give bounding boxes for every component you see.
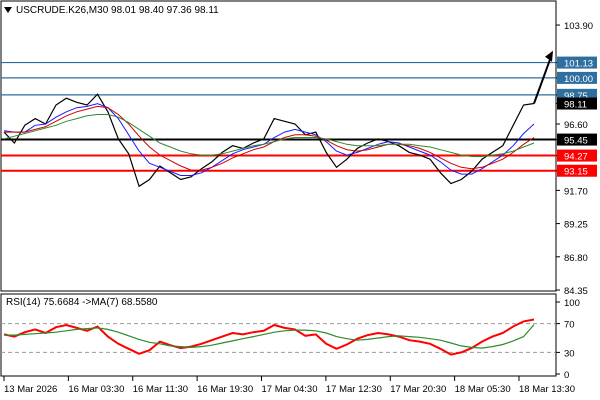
rsi-series bbox=[3, 318, 535, 356]
rsi-title: RSI(14) 75.6684 ->MA(7) 68.5580 bbox=[6, 297, 158, 308]
price-tick-label: 95.45 bbox=[564, 136, 588, 147]
triangle-down-icon bbox=[4, 7, 12, 13]
price-tick-label: 86.80 bbox=[564, 253, 588, 264]
price-tick-label: 103.90 bbox=[564, 21, 593, 32]
price-level-tag bbox=[557, 97, 597, 110]
time-tick-label: 16 Mar 03:30 bbox=[68, 384, 124, 395]
price-tick-label: 98.11 bbox=[564, 100, 587, 111]
price-levels bbox=[1, 61, 556, 172]
arrow-up-icon bbox=[545, 50, 553, 62]
time-tick-label: 17 Mar 04:30 bbox=[262, 384, 318, 395]
series-line-ma-medium bbox=[4, 105, 535, 171]
price-level-tag bbox=[557, 133, 597, 146]
price-level-tag bbox=[557, 56, 597, 69]
rsi-tick-label: 0 bbox=[564, 370, 569, 381]
price-tick-label: 98.75 bbox=[564, 91, 588, 102]
series-line-close bbox=[3, 93, 535, 188]
price-level-tag bbox=[557, 71, 597, 84]
price-tick-label: 84.35 bbox=[564, 286, 588, 297]
rsi-tick-label: 100 bbox=[564, 298, 580, 309]
price-tick-label: 101.13 bbox=[564, 59, 593, 70]
projection-shaft bbox=[533, 56, 552, 104]
price-tick-label: 93.15 bbox=[564, 167, 588, 178]
price-level-tag bbox=[557, 164, 597, 177]
price-tick-label: 100.00 bbox=[564, 74, 593, 85]
series-line-ma-fast bbox=[3, 103, 535, 176]
time-tick-label: 17 Mar 20:30 bbox=[390, 384, 446, 395]
time-tick-label: 17 Mar 12:30 bbox=[326, 384, 382, 395]
price-level-tag bbox=[557, 149, 597, 162]
rsi-line-MA7 bbox=[4, 324, 535, 349]
price-tick-label: 96.60 bbox=[564, 120, 588, 131]
price-series bbox=[3, 93, 535, 188]
price-tick-label: 89.25 bbox=[564, 220, 588, 231]
chart-title: USCRUDE.K26,M30 98.01 98.40 97.36 98.11 bbox=[16, 5, 219, 16]
time-axis: 13 Mar 2026 16 Mar 03:30 16 Mar 11:30 16 Ma… bbox=[3, 376, 575, 395]
series-line-ma-slow bbox=[3, 114, 535, 157]
time-tick-label: 16 Mar 11:30 bbox=[133, 384, 188, 395]
rsi-y-axis: 100 70 30 0 bbox=[556, 298, 580, 381]
price-tick-label: 91.70 bbox=[564, 186, 588, 197]
projection-arrow bbox=[533, 50, 553, 104]
rsi-panel bbox=[0, 293, 557, 377]
time-tick-label: 18 Mar 05:30 bbox=[455, 384, 511, 395]
time-tick-label: 16 Mar 19:30 bbox=[197, 384, 253, 395]
price-panel bbox=[0, 0, 557, 292]
time-tick-label: 18 Mar 13:30 bbox=[519, 384, 575, 395]
rsi-tick-label: 70 bbox=[564, 320, 575, 331]
rsi-tick-label: 30 bbox=[564, 348, 575, 359]
time-tick-label: 13 Mar 2026 bbox=[4, 384, 57, 395]
price-tick-label: 94.27 bbox=[564, 152, 588, 163]
